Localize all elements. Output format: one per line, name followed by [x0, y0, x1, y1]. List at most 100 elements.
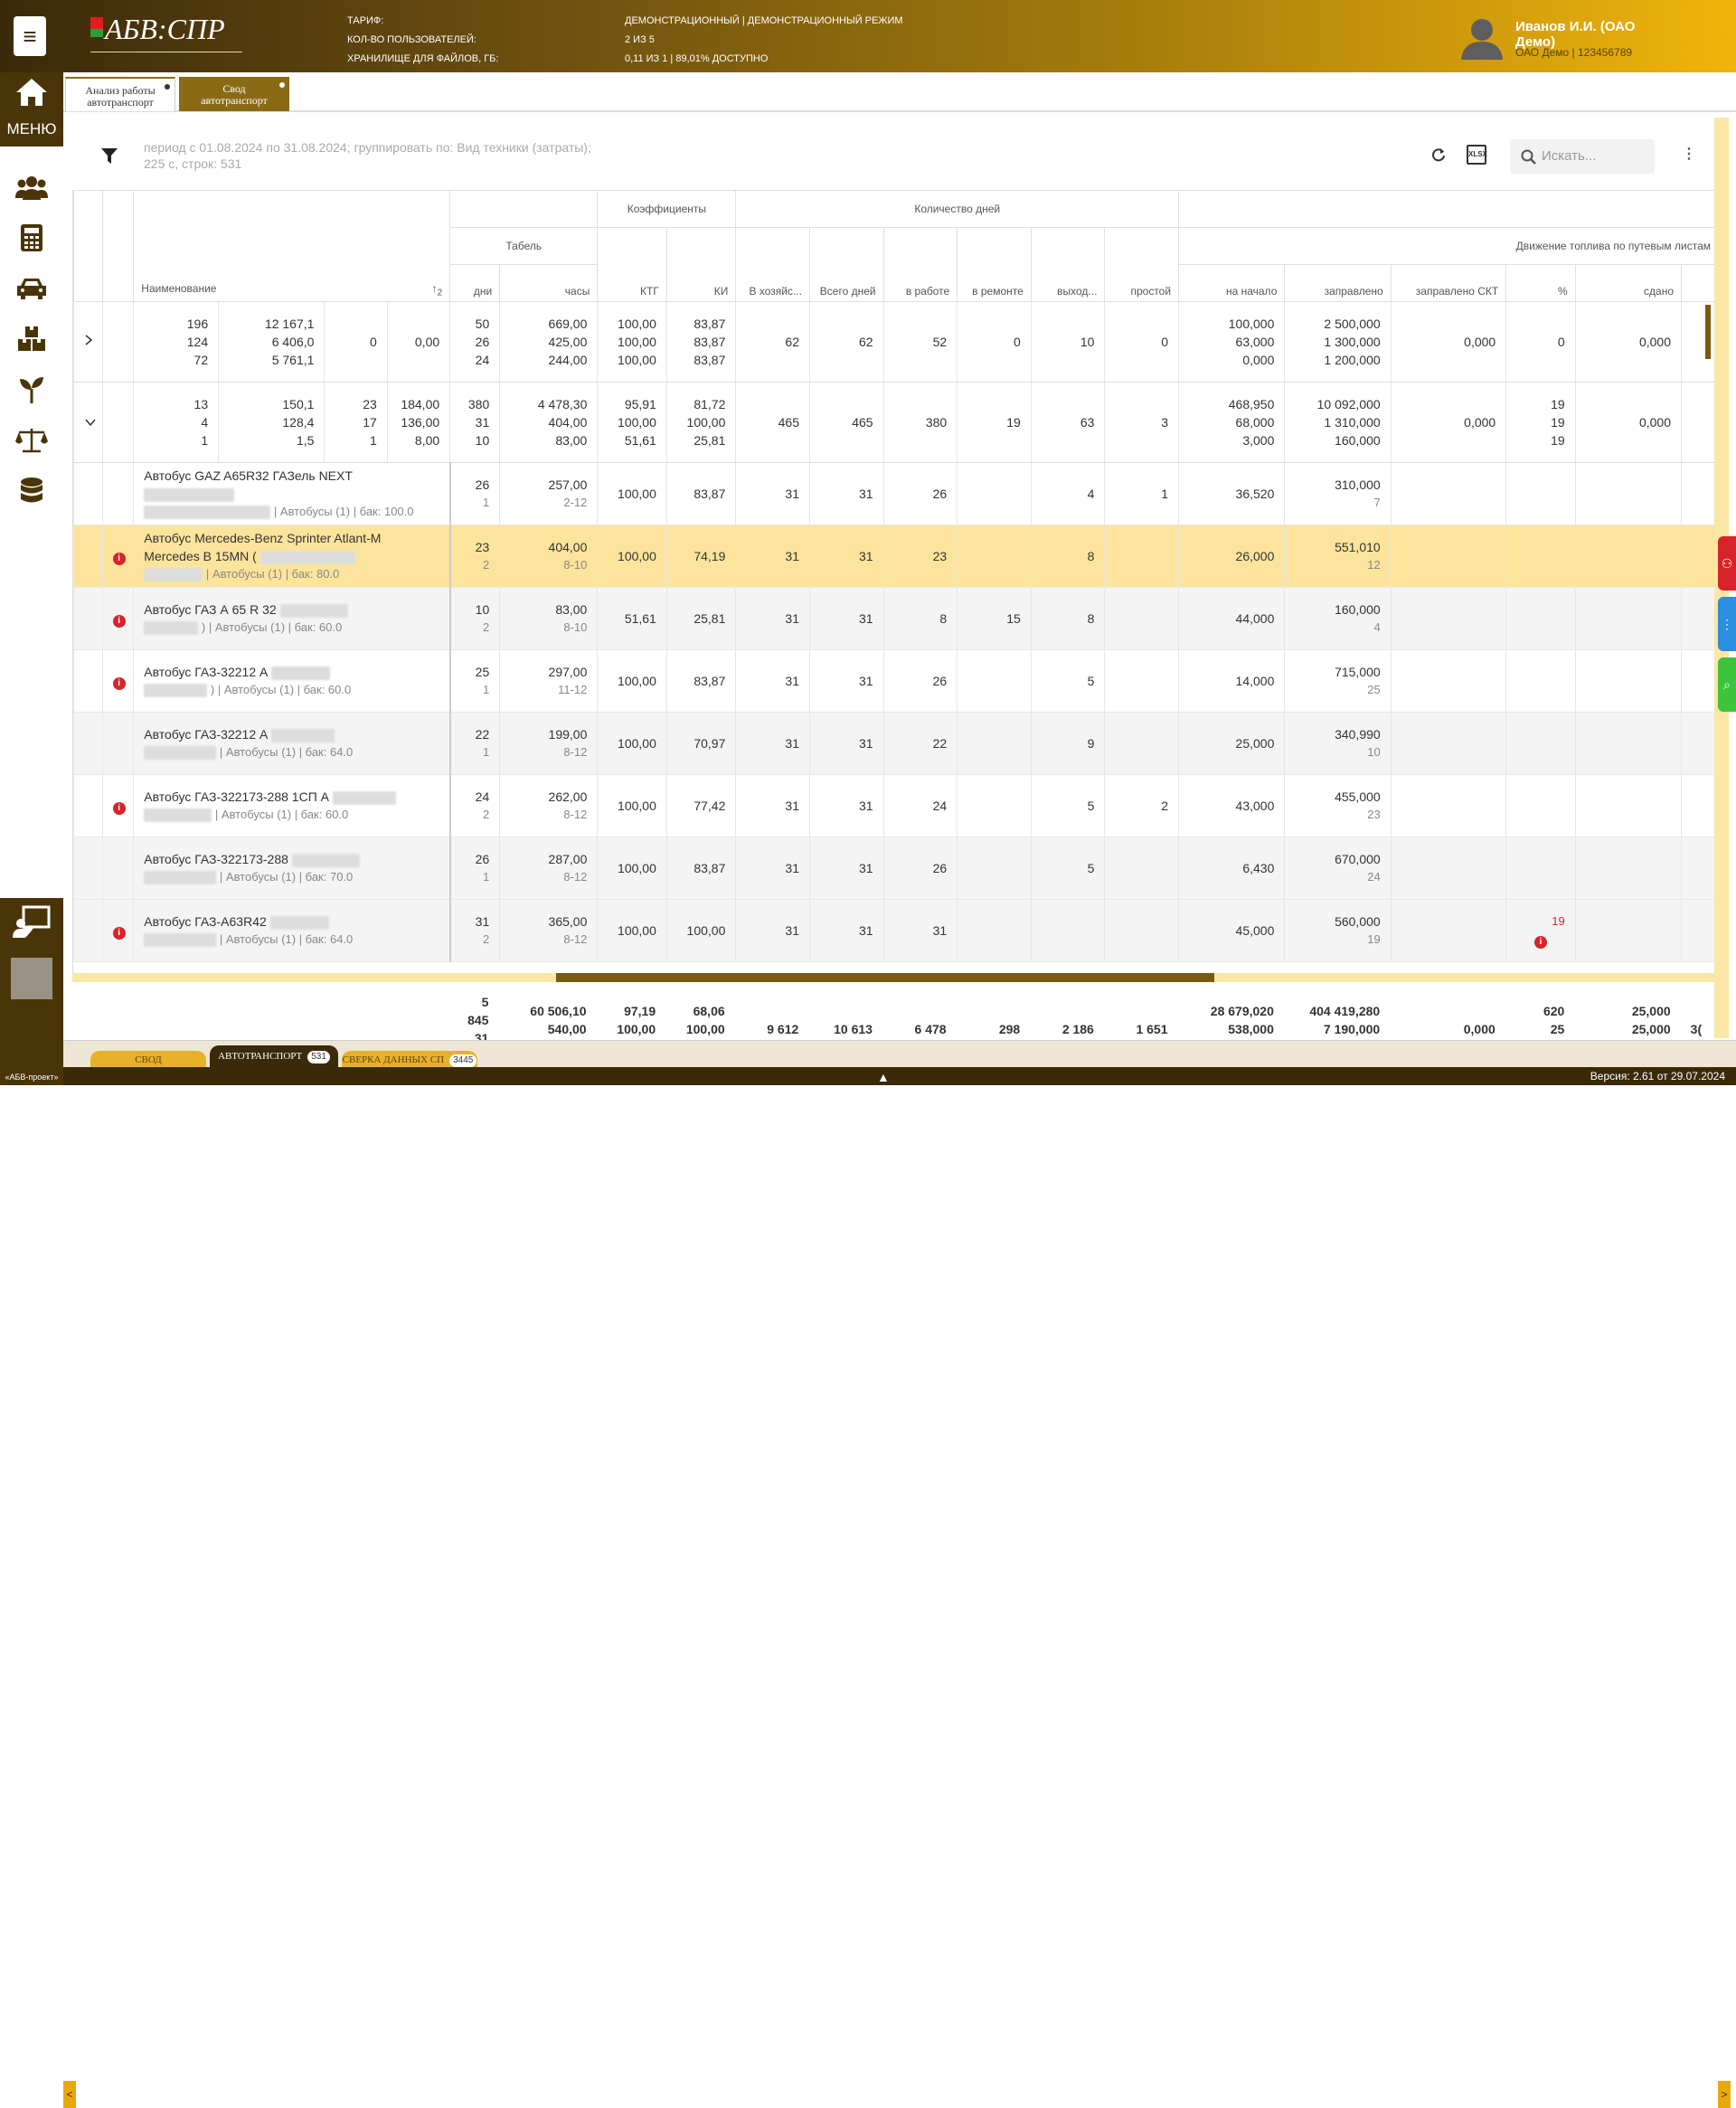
user-name[interactable]: Иванов И.И. (ОАО Демо) — [1515, 19, 1676, 50]
bottom-tab-avtotransport[interactable]: АВТОТРАНСПОРТ 531 — [210, 1045, 338, 1069]
group-v-remonte: 19 — [958, 383, 1032, 463]
group-zapr-skt: 0,000 — [1391, 302, 1506, 383]
row-vsego: 31 — [809, 713, 883, 775]
header-ki[interactable]: КИ — [666, 228, 736, 302]
header-pct[interactable]: % — [1506, 265, 1576, 302]
xlsx-export-button[interactable]: XLSX — [1467, 145, 1486, 165]
horizontal-scrollbar[interactable] — [72, 973, 1714, 982]
tabs-scroll-left-button[interactable]: < — [63, 2081, 76, 2108]
table-row[interactable]: Автобус GAZ A65R32 ГАЗель NEXT | Автобус… — [74, 463, 1715, 525]
bottom-tab-sverka[interactable]: СВЕРКА ДАННЫХ СП 3445 — [342, 1051, 477, 1069]
app-logo[interactable]: АБВ:СПР — [90, 13, 225, 46]
header-vyhod[interactable]: выход... — [1031, 228, 1105, 302]
row-expand — [74, 837, 103, 900]
table-row[interactable]: i Автобус ГАЗ-322173-288 1СП А | Автобусы… — [74, 775, 1715, 837]
header-vsego[interactable]: Всего дней — [809, 228, 883, 302]
group-row[interactable]: 196 124 72 12 167,1 6 406,0 5 761,1 0 0,00 50 26 2… — [74, 302, 1715, 383]
row-name[interactable]: Автобус ГАЗ-322173-288 1СП А | Автобусы … — [134, 775, 450, 837]
row-v-hoz: 31 — [736, 525, 810, 588]
row-chasy: 287,00 8-12 — [500, 837, 598, 900]
search-input[interactable]: Искать... — [1510, 139, 1655, 174]
calculator-icon[interactable] — [14, 220, 50, 256]
car-icon[interactable] — [14, 270, 50, 307]
table-row[interactable]: Автобус ГАЗ-322173-288 | Автобусы (1) | … — [74, 837, 1715, 900]
row-name[interactable]: Автобус ГАЗ-A63R42 | Автобусы (1) | бак:… — [134, 900, 450, 962]
hamburger-menu-button[interactable]: ≡ — [14, 16, 46, 56]
scales-icon[interactable] — [14, 422, 50, 458]
warning-icon[interactable]: i — [1534, 936, 1547, 949]
warning-icon[interactable]: i — [113, 927, 126, 940]
database-icon[interactable] — [14, 473, 50, 509]
sheet-tabs-bar: < СВОД АВТОТРАНСПОРТ 531 СВЕРКА ДАННЫХ СП… — [63, 1040, 1736, 1067]
header-ktg[interactable]: КТГ — [598, 228, 667, 302]
header-sdano[interactable]: сдано — [1575, 265, 1681, 302]
sprout-icon[interactable] — [14, 372, 50, 408]
chevron-down-icon[interactable] — [84, 418, 97, 427]
row-extra — [1682, 900, 1714, 962]
presentation-icon[interactable] — [13, 905, 51, 938]
row-expand — [74, 775, 103, 837]
table-row[interactable]: i Автобус ГАЗ А 65 R 32 ) | Автобусы (1) … — [74, 588, 1715, 650]
header-dni[interactable]: дни — [450, 265, 500, 302]
chevron-right-icon[interactable] — [84, 334, 93, 346]
row-name[interactable]: Автобус ГАЗ-32212 А | Автобусы (1) | бак… — [134, 713, 450, 775]
header-zapravleno[interactable]: заправлено — [1285, 265, 1391, 302]
row-name[interactable]: Автобус Mercedes-Benz Sprinter Atlant-M … — [134, 525, 450, 588]
sort-indicator[interactable]: ↑2 — [432, 282, 443, 298]
row-name[interactable]: Автобус ГАЗ-32212 А ) | Автобусы (1) | б… — [134, 650, 450, 713]
layers-icon[interactable] — [11, 958, 52, 999]
side-search-button[interactable]: ⌕ — [1718, 657, 1736, 712]
home-button[interactable] — [0, 72, 63, 112]
scrollbar-thumb[interactable] — [556, 973, 1214, 982]
table-row[interactable]: i Автобус Mercedes-Benz Sprinter Atlant-M… — [74, 525, 1715, 588]
tab-svod[interactable]: Свод автотранспорт — [179, 77, 289, 111]
more-options-button[interactable]: ⋮ — [1682, 145, 1696, 163]
top-bar: ≡ АБВ:СПР ТАРИФ: КОЛ-ВО ПОЛЬЗОВАТЕЛЕЙ: ХРА… — [0, 0, 1736, 72]
group-scroll-marker[interactable] — [1705, 305, 1711, 359]
warning-icon[interactable]: i — [113, 615, 126, 628]
warning-icon[interactable]: i — [113, 677, 126, 690]
table-row[interactable]: Автобус ГАЗ-32212 А | Автобусы (1) | бак… — [74, 713, 1715, 775]
side-more-button[interactable]: ⋮ — [1718, 597, 1736, 651]
header-chasy[interactable]: часы — [500, 265, 598, 302]
header-v-rabote[interactable]: в работе — [883, 228, 958, 302]
row-zapravleno: 715,000 25 — [1285, 650, 1391, 713]
warning-icon[interactable]: i — [113, 553, 126, 565]
row-name[interactable]: Автобус ГАЗ-322173-288 | Автобусы (1) | … — [134, 837, 450, 900]
group-row[interactable]: 13 4 1 150,1 128,4 1,5 23 17 1 184,00 136,00 8,00 38… — [74, 383, 1715, 463]
bottom-tab-svod[interactable]: СВОД — [90, 1051, 206, 1069]
row-vyhod — [1031, 900, 1105, 962]
header-name[interactable]: Наименование ↑2 — [134, 191, 450, 302]
row-extra — [1682, 775, 1714, 837]
side-user-button[interactable]: ⚇ — [1718, 536, 1736, 591]
avatar-icon[interactable] — [1459, 14, 1505, 60]
users-icon[interactable] — [14, 169, 50, 205]
tabs-scroll-right-button[interactable]: > — [1718, 2081, 1731, 2108]
header-empty-fuel — [1179, 191, 1714, 228]
boxes-icon[interactable] — [14, 321, 50, 357]
row-chasy: 83,00 8-10 — [500, 588, 598, 650]
row-ktg: 100,00 — [598, 525, 667, 588]
header-v-remonte[interactable]: в ремонте — [958, 228, 1032, 302]
table-row[interactable]: i Автобус ГАЗ-32212 А ) | Автобусы (1) | … — [74, 650, 1715, 713]
row-vyhod: 8 — [1031, 525, 1105, 588]
row-v-hoz: 31 — [736, 713, 810, 775]
header-na-nachalo[interactable]: на начало — [1179, 265, 1285, 302]
warning-icon[interactable]: i — [113, 802, 126, 815]
filter-icon[interactable] — [101, 148, 118, 165]
row-warning: i — [102, 525, 134, 588]
row-name[interactable]: Автобус ГАЗ А 65 R 32 ) | Автобусы (1) |… — [134, 588, 450, 650]
menu-button[interactable]: МЕНЮ — [0, 112, 63, 147]
row-name[interactable]: Автобус GAZ A65R32 ГАЗель NEXT | Автобус… — [134, 463, 450, 525]
header-zapr-skt[interactable]: заправлено СКТ — [1391, 265, 1506, 302]
row-v-rabote: 23 — [883, 525, 958, 588]
header-v-hoz[interactable]: В хозяйс... — [736, 228, 810, 302]
tab-analysis[interactable]: Анализ работы автотранспорт — [65, 77, 175, 111]
refresh-icon[interactable] — [1431, 147, 1446, 162]
version-label: Версия: 2.61 от 29.07.2024 — [1590, 1070, 1725, 1082]
table-row[interactable]: i Автобус ГАЗ-A63R42 | Автобусы (1) | бак… — [74, 900, 1715, 962]
chevron-up-icon[interactable]: ▲ — [877, 1070, 890, 1084]
header-prostoy[interactable]: простой — [1105, 228, 1179, 302]
group-sum2: 0,00 — [387, 302, 449, 383]
row-v-hoz: 31 — [736, 837, 810, 900]
